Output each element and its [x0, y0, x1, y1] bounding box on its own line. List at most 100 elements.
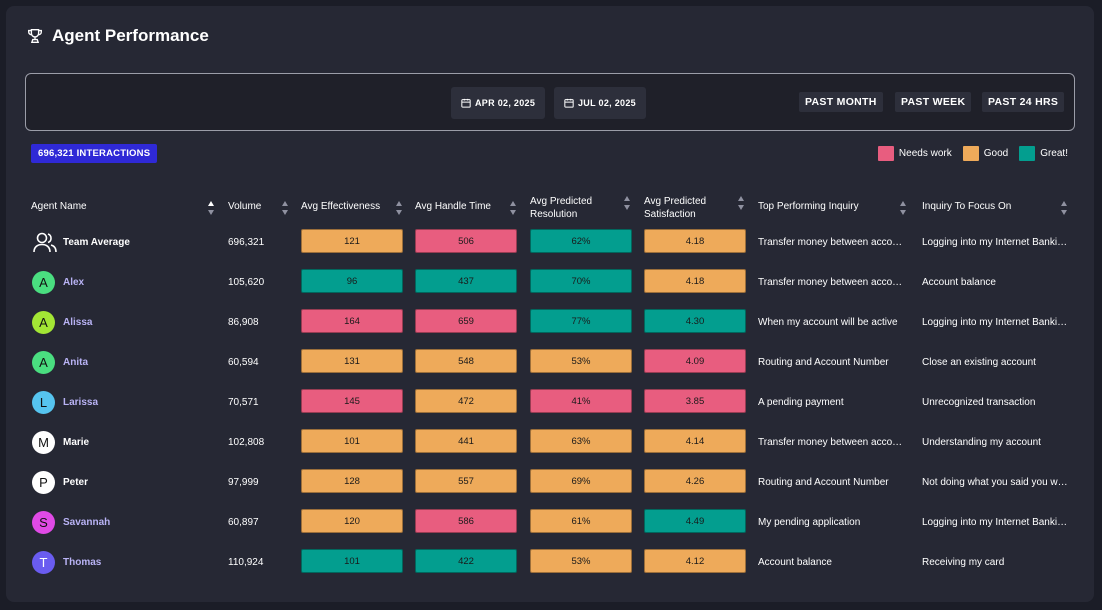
page-title: Agent Performance: [52, 26, 209, 45]
agent-name[interactable]: Larissa: [63, 397, 99, 408]
focus-inquiry-cell: Logging into my Internet Banking: [922, 237, 1068, 248]
focus-inquiry-cell: Account balance: [922, 277, 996, 288]
rating-legend: Needs work Good Great!: [877, 146, 1068, 161]
table-row[interactable]: P Peter 97,999 128 557 69% 4.26 Routing and Acc…: [6, 463, 1094, 503]
handle-time-cell: 548: [415, 349, 517, 373]
legend-label: Good: [983, 148, 1009, 159]
table-row[interactable]: A Alex 105,620 96 437 70% 4.18 Transfer money b…: [6, 263, 1094, 303]
handle-time-cell: 472: [415, 389, 517, 413]
resolution-cell: 70%: [530, 269, 632, 293]
agent-name: Team Average: [63, 237, 130, 248]
column-header-avg-handle-time[interactable]: Avg Handle Time: [415, 201, 491, 212]
sort-focus-inquiry-icon[interactable]: [1061, 201, 1068, 215]
handle-time-cell: 506: [415, 229, 517, 253]
agent-name[interactable]: Thomas: [63, 557, 102, 568]
avatar: T: [32, 551, 55, 574]
volume-value: 70,571: [228, 397, 259, 408]
table-row[interactable]: T Thomas 110,924 101 422 53% 4.12 Account balan…: [6, 543, 1094, 583]
agent-name[interactable]: Alissa: [63, 317, 93, 328]
date-filter-bar: APR 02, 2025 JUL 02, 2025 PAST MONTH PAS…: [25, 73, 1075, 131]
satisfaction-cell: 4.14: [644, 429, 746, 453]
resolution-cell: 62%: [530, 229, 632, 253]
team-group-icon: [33, 232, 57, 253]
resolution-cell: 63%: [530, 429, 632, 453]
agent-performance-panel: Agent Performance APR 02, 2025 JUL 02, 2…: [6, 6, 1094, 602]
top-inquiry-cell: Transfer money between accounts: [758, 277, 906, 288]
column-header-avg-effectiveness[interactable]: Avg Effectiveness: [301, 201, 381, 212]
past-month-button[interactable]: PAST MONTH: [799, 92, 883, 112]
effectiveness-cell: 131: [301, 349, 403, 373]
effectiveness-cell: 101: [301, 549, 403, 573]
past-24-hrs-button[interactable]: PAST 24 HRS: [982, 92, 1065, 112]
agent-name[interactable]: Alex: [63, 277, 85, 288]
agent-name[interactable]: Peter: [63, 477, 89, 488]
resolution-cell: 41%: [530, 389, 632, 413]
table-row[interactable]: M Marie 102,808 101 441 63% 4.14 Transfer money…: [6, 423, 1094, 463]
end-date-button[interactable]: JUL 02, 2025: [554, 87, 646, 119]
legend-swatch: [877, 146, 894, 161]
table-row[interactable]: A Alissa 86,908 164 659 77% 4.30 When my accoun…: [6, 303, 1094, 343]
resolution-cell: 77%: [530, 309, 632, 333]
column-header-inquiry-to-focus-on[interactable]: Inquiry To Focus On: [922, 201, 1012, 212]
start-date-label: APR 02, 2025: [475, 98, 536, 108]
start-date-button[interactable]: APR 02, 2025: [451, 87, 546, 119]
effectiveness-cell: 121: [301, 229, 403, 253]
handle-time-cell: 557: [415, 469, 517, 493]
volume-value: 105,620: [228, 277, 265, 288]
sort-resolution-icon[interactable]: [624, 196, 631, 210]
sort-handle-time-icon[interactable]: [510, 201, 517, 215]
handle-time-cell: 659: [415, 309, 517, 333]
satisfaction-cell: 4.30: [644, 309, 746, 333]
avatar: S: [32, 511, 55, 534]
effectiveness-cell: 96: [301, 269, 403, 293]
satisfaction-cell: 4.18: [644, 229, 746, 253]
volume-value: 86,908: [228, 317, 259, 328]
legend-label: Needs work: [898, 148, 952, 159]
past-week-button[interactable]: PAST WEEK: [895, 92, 972, 112]
sort-volume-icon[interactable]: [282, 201, 289, 215]
agent-name[interactable]: Marie: [63, 437, 90, 448]
focus-inquiry-cell: Understanding my account: [922, 437, 1041, 448]
focus-inquiry-cell: Close an existing account: [922, 357, 1036, 368]
title-row: Agent Performance: [26, 26, 209, 46]
sort-agent-name-icon[interactable]: [208, 201, 215, 215]
avatar: A: [32, 351, 55, 374]
legend-swatch: [962, 146, 979, 161]
column-header-avg-predicted-resolution[interactable]: Avg Predicted Resolution: [530, 196, 593, 220]
table-row[interactable]: A Anita 60,594 131 548 53% 4.09 Routing and Acc…: [6, 343, 1094, 383]
volume-value: 97,999: [228, 477, 259, 488]
column-header-agent-name[interactable]: Agent Name: [31, 201, 87, 212]
sort-satisfaction-icon[interactable]: [738, 196, 745, 210]
sort-effectiveness-icon[interactable]: [396, 201, 403, 215]
column-header-volume[interactable]: Volume: [228, 201, 262, 212]
top-inquiry-cell: A pending payment: [758, 397, 844, 408]
resolution-cell: 53%: [530, 549, 632, 573]
calendar-icon: [461, 98, 471, 108]
avatar: M: [32, 431, 55, 454]
interactions-count-badge: 696,321 INTERACTIONS: [31, 144, 158, 163]
focus-inquiry-cell: Logging into my Internet Banking: [922, 317, 1068, 328]
sort-top-inquiry-icon[interactable]: [900, 201, 907, 215]
effectiveness-cell: 101: [301, 429, 403, 453]
agent-name[interactable]: Anita: [63, 357, 88, 368]
column-header-top-performing-inquiry[interactable]: Top Performing Inquiry: [758, 201, 859, 212]
column-header-avg-predicted-satisfaction[interactable]: Avg Predicted Satisfaction: [644, 196, 707, 220]
calendar-icon: [564, 98, 574, 108]
volume-value: 102,808: [228, 437, 265, 448]
satisfaction-cell: 4.12: [644, 549, 746, 573]
satisfaction-cell: 4.26: [644, 469, 746, 493]
satisfaction-cell: 4.49: [644, 509, 746, 533]
resolution-cell: 61%: [530, 509, 632, 533]
handle-time-cell: 441: [415, 429, 517, 453]
agent-name[interactable]: Savannah: [63, 517, 111, 528]
volume-value: 696,321: [228, 237, 265, 248]
top-inquiry-cell: Routing and Account Number: [758, 357, 889, 368]
effectiveness-cell: 164: [301, 309, 403, 333]
table-row[interactable]: S Savannah 60,897 120 586 61% 4.49 My pending a…: [6, 503, 1094, 543]
handle-time-cell: 586: [415, 509, 517, 533]
trophy-icon: [28, 29, 42, 43]
table-row[interactable]: Team Average 696,321 121 506 62% 4.18 Transfer…: [6, 223, 1094, 263]
resolution-cell: 69%: [530, 469, 632, 493]
legend-swatch: [1019, 146, 1036, 161]
table-row[interactable]: L Larissa 70,571 145 472 41% 3.85 A pending pay…: [6, 383, 1094, 423]
